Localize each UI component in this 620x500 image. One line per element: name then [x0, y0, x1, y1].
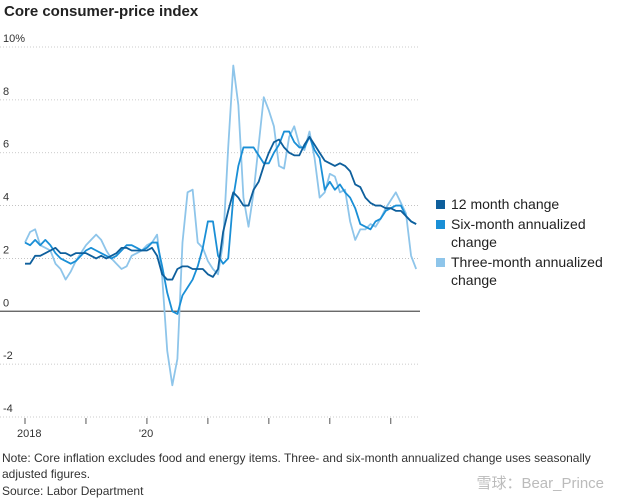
- y-tick-label: 6: [3, 139, 9, 151]
- chart: 10% 8 6 4 2 0 -2 -4 2018 '20: [0, 33, 420, 440]
- watermark: 雪球：Bear_Prince: [476, 475, 604, 492]
- y-tick-label: -4: [3, 403, 13, 415]
- y-tick-label: 0: [3, 297, 9, 309]
- legend: 12 month change Six-month annualized chan…: [436, 195, 618, 291]
- series-line: [25, 135, 417, 281]
- chart-title: Core consumer-price index: [4, 3, 199, 20]
- note: Note: Core inflation excludes food and e…: [2, 451, 591, 481]
- source: Source: Labor Department: [2, 484, 144, 498]
- x-tick-label: '20: [139, 428, 153, 440]
- y-tick-label: 10%: [3, 33, 25, 45]
- legend-item: Six-month annualized change: [436, 215, 618, 251]
- x-tick-label: 2018: [17, 428, 41, 440]
- legend-item: Three-month annualized change: [436, 253, 618, 289]
- legend-swatch: [436, 258, 445, 267]
- legend-label: Six-month annualized change: [451, 216, 586, 250]
- legend-swatch: [436, 220, 445, 229]
- series-line: [24, 130, 417, 315]
- legend-swatch: [436, 200, 445, 209]
- y-tick-label: -2: [3, 350, 13, 362]
- legend-label: 12 month change: [451, 196, 560, 212]
- legend-label: Three-month annualized change: [451, 254, 603, 288]
- y-tick-label: 2: [3, 244, 9, 256]
- series-line: [24, 64, 418, 387]
- y-tick-label: 4: [3, 192, 9, 204]
- y-tick-label: 8: [3, 86, 9, 98]
- legend-item: 12 month change: [436, 195, 618, 213]
